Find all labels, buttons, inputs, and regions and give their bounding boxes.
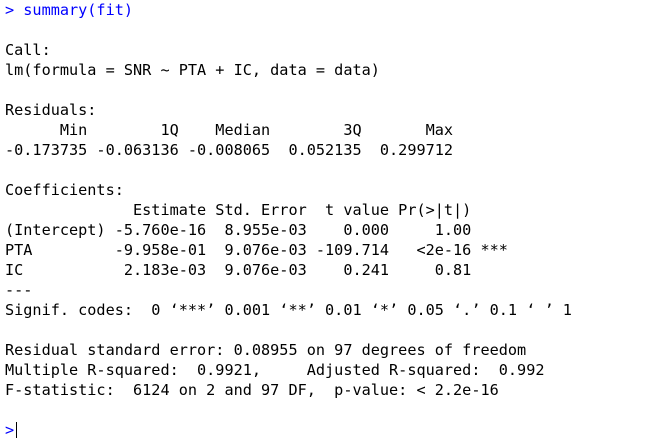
- f-statistic-line: F-statistic: 6124 on 2 and 97 DF, p-valu…: [5, 381, 499, 399]
- blank-line: [5, 20, 657, 40]
- blank-line: [5, 160, 657, 180]
- r-squared-line: Multiple R-squared: 0.9921, Adjusted R-s…: [5, 361, 545, 379]
- blank-line: [5, 320, 657, 340]
- coefficients-separator: ---: [5, 281, 33, 299]
- call-formula: lm(formula = SNR ~ PTA + IC, data = data…: [5, 61, 380, 79]
- r-console[interactable]: > summary(fit) Call: lm(formula = SNR ~ …: [5, 0, 657, 440]
- coefficients-row-intercept: (Intercept) -5.760e-16 8.955e-03 0.000 1…: [5, 221, 472, 239]
- input-prompt-line[interactable]: >: [5, 420, 657, 440]
- text-cursor: [16, 422, 18, 438]
- coefficients-heading: Coefficients:: [5, 181, 124, 199]
- call-heading: Call:: [5, 41, 51, 59]
- console-prompt: >: [5, 421, 15, 439]
- blank-line: [5, 80, 657, 100]
- coefficients-row-pta: PTA -9.958e-01 9.076e-03 -109.714 <2e-16…: [5, 241, 508, 259]
- coefficients-header: Estimate Std. Error t value Pr(>|t|): [5, 201, 472, 219]
- signif-codes: Signif. codes: 0 ‘***’ 0.001 ‘**’ 0.01 ‘…: [5, 301, 572, 319]
- residuals-header: Min 1Q Median 3Q Max: [5, 121, 454, 139]
- residual-standard-error: Residual standard error: 0.08955 on 97 d…: [5, 341, 527, 359]
- coefficients-row-ic: IC 2.183e-03 9.076e-03 0.241 0.81: [5, 261, 472, 279]
- command-line: > summary(fit): [5, 1, 134, 19]
- blank-line: [5, 400, 657, 420]
- residuals-values: -0.173735 -0.063136 -0.008065 0.052135 0…: [5, 141, 454, 159]
- residuals-heading: Residuals:: [5, 101, 97, 119]
